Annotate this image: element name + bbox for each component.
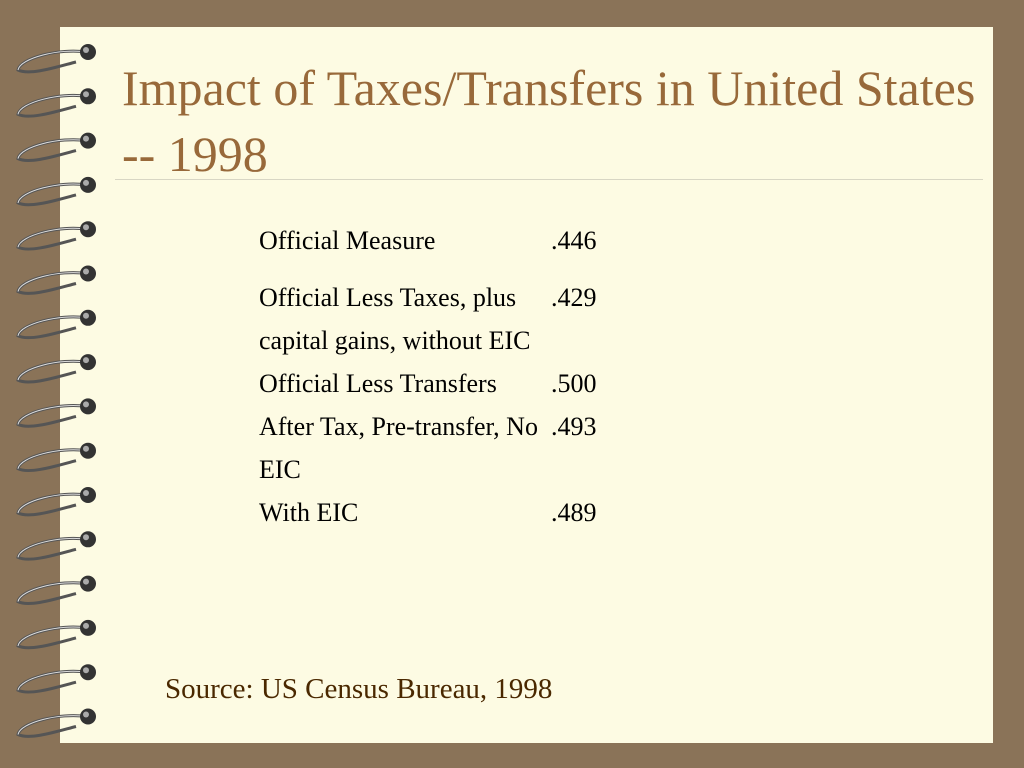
ring-wire-highlight (17, 715, 87, 735)
ring-hole-shine (83, 268, 89, 275)
ring-wire (16, 669, 87, 694)
ring-wire-highlight (17, 626, 87, 647)
spiral-binding (16, 44, 96, 738)
ring-wire-highlight (17, 360, 87, 381)
ring-wire-highlight (17, 272, 87, 292)
ring-hole-shine (83, 91, 89, 98)
row-label: After Tax, Pre-transfer, No EIC (259, 412, 538, 484)
ring-hole-shine (83, 179, 89, 186)
ring-wire (16, 448, 87, 473)
ring-hole-shine (83, 135, 89, 142)
ring-wire-highlight (17, 537, 87, 558)
row-value: .446 (551, 226, 597, 255)
ring-wire-highlight (17, 493, 87, 514)
ring-wire (16, 226, 87, 251)
ring-wire-highlight (17, 449, 87, 469)
title-rule (115, 179, 983, 180)
row-label: With EIC (259, 498, 359, 527)
ring-wire (16, 581, 87, 605)
row-label: Official Measure (259, 226, 436, 255)
ring-wire-highlight (17, 316, 87, 336)
ring-wire-highlight (17, 227, 87, 248)
ring-hole-shine (83, 445, 89, 452)
ring-hole-shine (83, 534, 89, 541)
ring-hole-shine (83, 622, 89, 629)
row-value: .429 (551, 283, 597, 312)
row-value: .500 (551, 369, 597, 398)
ring-wire (16, 271, 87, 295)
ring-hole-shine (83, 312, 89, 319)
ring-wire (16, 138, 87, 162)
ring-hole-shine (83, 578, 89, 585)
row-value: .493 (551, 412, 597, 441)
notebook-page: Impact of Taxes/Transfers in United Stat… (60, 27, 993, 743)
ring-wire (16, 404, 87, 428)
ring-wire (16, 359, 87, 384)
slide-title: Impact of Taxes/Transfers in United Stat… (122, 60, 976, 182)
ring-wire (16, 49, 87, 74)
ring-wire (16, 714, 87, 738)
ring-hole-shine (83, 224, 89, 231)
ring-wire-highlight (17, 50, 87, 71)
ring-hole-shine (83, 47, 89, 53)
ring-hole-shine (83, 357, 89, 364)
ring-wire (16, 625, 87, 650)
ring-wire (16, 492, 87, 517)
table-row: Official Less Transfers .500 (259, 362, 597, 405)
ring-wire-highlight (17, 94, 87, 115)
table-row: After Tax, Pre-transfer, No EIC .493 (259, 405, 597, 491)
ring-wire (16, 315, 87, 340)
row-value: .489 (551, 498, 597, 527)
ring-wire (16, 93, 87, 118)
ring-wire (16, 182, 87, 207)
ring-hole-shine (83, 401, 89, 408)
table-row: Official Measure .446 (259, 219, 597, 276)
ring-hole-shine (83, 667, 89, 674)
ring-wire (16, 536, 87, 561)
ring-hole-shine (83, 711, 89, 718)
ring-wire-highlight (17, 183, 87, 204)
ring-hole-shine (83, 490, 89, 496)
table-row: With EIC .489 (259, 491, 597, 534)
ring-wire-highlight (17, 582, 87, 602)
row-label: Official Less Taxes, plus capital gains,… (259, 283, 531, 355)
data-table: Official Measure .446 Official Less Taxes,… (259, 219, 597, 534)
source-note: Source: US Census Bureau, 1998 (165, 673, 553, 705)
ring-wire-highlight (17, 405, 87, 425)
row-label: Official Less Transfers (259, 369, 497, 398)
ring-wire-highlight (17, 670, 87, 691)
table-row: Official Less Taxes, plus capital gains,… (259, 276, 597, 362)
ring-wire-highlight (17, 139, 87, 159)
